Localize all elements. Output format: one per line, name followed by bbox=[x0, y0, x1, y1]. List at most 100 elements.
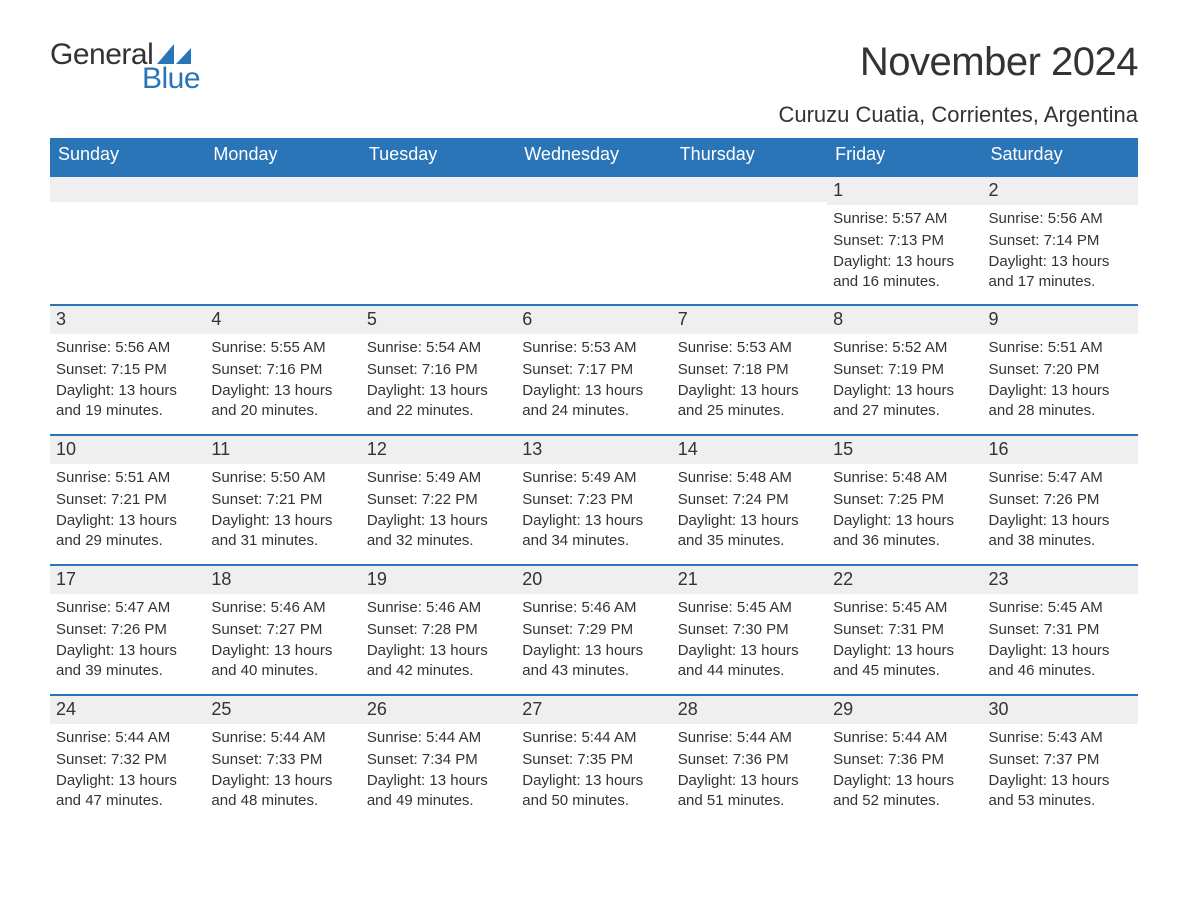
calendar-cell: 5Sunrise: 5:54 AMSunset: 7:16 PMDaylight… bbox=[361, 304, 516, 434]
sunrise-line: Sunrise: 5:49 AM bbox=[522, 468, 665, 488]
sunset-line: Sunset: 7:27 PM bbox=[211, 620, 354, 640]
calendar-cell: 16Sunrise: 5:47 AMSunset: 7:26 PMDayligh… bbox=[983, 434, 1138, 564]
day-details: Sunrise: 5:44 AMSunset: 7:36 PMDaylight:… bbox=[827, 724, 982, 818]
sunrise-line: Sunrise: 5:45 AM bbox=[989, 598, 1132, 618]
sunset-line: Sunset: 7:20 PM bbox=[989, 360, 1132, 380]
sunrise-line: Sunrise: 5:55 AM bbox=[211, 338, 354, 358]
day-number: 10 bbox=[50, 434, 205, 464]
sunrise-line: Sunrise: 5:46 AM bbox=[522, 598, 665, 618]
day-number: 5 bbox=[361, 304, 516, 334]
calendar-cell: 10Sunrise: 5:51 AMSunset: 7:21 PMDayligh… bbox=[50, 434, 205, 564]
day-number: 23 bbox=[983, 564, 1138, 594]
sunset-line: Sunset: 7:21 PM bbox=[211, 490, 354, 510]
sunrise-line: Sunrise: 5:53 AM bbox=[522, 338, 665, 358]
calendar-cell: 28Sunrise: 5:44 AMSunset: 7:36 PMDayligh… bbox=[672, 694, 827, 824]
sunrise-line: Sunrise: 5:56 AM bbox=[56, 338, 199, 358]
calendar-cell: 22Sunrise: 5:45 AMSunset: 7:31 PMDayligh… bbox=[827, 564, 982, 694]
logo-text-general: General bbox=[50, 40, 153, 70]
day-number: 24 bbox=[50, 694, 205, 724]
daylight-line: Daylight: 13 hours and 40 minutes. bbox=[211, 641, 354, 682]
sunrise-line: Sunrise: 5:57 AM bbox=[833, 209, 976, 229]
day-details: Sunrise: 5:56 AMSunset: 7:14 PMDaylight:… bbox=[983, 205, 1138, 299]
calendar-cell: 27Sunrise: 5:44 AMSunset: 7:35 PMDayligh… bbox=[516, 694, 671, 824]
empty-day-header bbox=[672, 175, 827, 202]
day-details: Sunrise: 5:55 AMSunset: 7:16 PMDaylight:… bbox=[205, 334, 360, 428]
sunrise-line: Sunrise: 5:54 AM bbox=[367, 338, 510, 358]
sunset-line: Sunset: 7:23 PM bbox=[522, 490, 665, 510]
empty-day-header bbox=[50, 175, 205, 202]
day-number: 19 bbox=[361, 564, 516, 594]
sunset-line: Sunset: 7:31 PM bbox=[989, 620, 1132, 640]
daylight-line: Daylight: 13 hours and 49 minutes. bbox=[367, 771, 510, 812]
calendar-cell bbox=[50, 174, 205, 304]
day-number: 17 bbox=[50, 564, 205, 594]
month-title: November 2024 bbox=[860, 40, 1138, 85]
daylight-line: Daylight: 13 hours and 27 minutes. bbox=[833, 381, 976, 422]
calendar-cell: 13Sunrise: 5:49 AMSunset: 7:23 PMDayligh… bbox=[516, 434, 671, 564]
daylight-line: Daylight: 13 hours and 19 minutes. bbox=[56, 381, 199, 422]
day-number: 1 bbox=[827, 175, 982, 205]
day-details: Sunrise: 5:51 AMSunset: 7:21 PMDaylight:… bbox=[50, 464, 205, 558]
sunset-line: Sunset: 7:36 PM bbox=[833, 750, 976, 770]
calendar-week-row: 1Sunrise: 5:57 AMSunset: 7:13 PMDaylight… bbox=[50, 174, 1138, 304]
daylight-line: Daylight: 13 hours and 16 minutes. bbox=[833, 252, 976, 293]
daylight-line: Daylight: 13 hours and 32 minutes. bbox=[367, 511, 510, 552]
daylight-line: Daylight: 13 hours and 36 minutes. bbox=[833, 511, 976, 552]
sunrise-line: Sunrise: 5:48 AM bbox=[678, 468, 821, 488]
sunrise-line: Sunrise: 5:45 AM bbox=[678, 598, 821, 618]
calendar-cell: 9Sunrise: 5:51 AMSunset: 7:20 PMDaylight… bbox=[983, 304, 1138, 434]
day-details: Sunrise: 5:45 AMSunset: 7:30 PMDaylight:… bbox=[672, 594, 827, 688]
day-details: Sunrise: 5:44 AMSunset: 7:33 PMDaylight:… bbox=[205, 724, 360, 818]
sunset-line: Sunset: 7:24 PM bbox=[678, 490, 821, 510]
sunrise-line: Sunrise: 5:51 AM bbox=[56, 468, 199, 488]
weekday-header-row: Sunday Monday Tuesday Wednesday Thursday… bbox=[50, 138, 1138, 174]
sunset-line: Sunset: 7:16 PM bbox=[367, 360, 510, 380]
calendar-cell: 21Sunrise: 5:45 AMSunset: 7:30 PMDayligh… bbox=[672, 564, 827, 694]
day-details: Sunrise: 5:45 AMSunset: 7:31 PMDaylight:… bbox=[827, 594, 982, 688]
calendar-cell: 8Sunrise: 5:52 AMSunset: 7:19 PMDaylight… bbox=[827, 304, 982, 434]
daylight-line: Daylight: 13 hours and 51 minutes. bbox=[678, 771, 821, 812]
calendar-cell: 2Sunrise: 5:56 AMSunset: 7:14 PMDaylight… bbox=[983, 174, 1138, 304]
sunset-line: Sunset: 7:25 PM bbox=[833, 490, 976, 510]
empty-day-header bbox=[516, 175, 671, 202]
calendar-cell: 17Sunrise: 5:47 AMSunset: 7:26 PMDayligh… bbox=[50, 564, 205, 694]
calendar-table: Sunday Monday Tuesday Wednesday Thursday… bbox=[50, 138, 1138, 824]
sunrise-line: Sunrise: 5:44 AM bbox=[367, 728, 510, 748]
day-details: Sunrise: 5:48 AMSunset: 7:25 PMDaylight:… bbox=[827, 464, 982, 558]
sunrise-line: Sunrise: 5:48 AM bbox=[833, 468, 976, 488]
day-details: Sunrise: 5:49 AMSunset: 7:22 PMDaylight:… bbox=[361, 464, 516, 558]
day-number: 29 bbox=[827, 694, 982, 724]
weekday-header: Sunday bbox=[50, 138, 205, 174]
calendar-cell: 1Sunrise: 5:57 AMSunset: 7:13 PMDaylight… bbox=[827, 174, 982, 304]
sunrise-line: Sunrise: 5:52 AM bbox=[833, 338, 976, 358]
calendar-cell: 4Sunrise: 5:55 AMSunset: 7:16 PMDaylight… bbox=[205, 304, 360, 434]
day-details: Sunrise: 5:46 AMSunset: 7:29 PMDaylight:… bbox=[516, 594, 671, 688]
day-details: Sunrise: 5:44 AMSunset: 7:32 PMDaylight:… bbox=[50, 724, 205, 818]
sunrise-line: Sunrise: 5:51 AM bbox=[989, 338, 1132, 358]
sunset-line: Sunset: 7:26 PM bbox=[989, 490, 1132, 510]
empty-day-header bbox=[361, 175, 516, 202]
day-number: 12 bbox=[361, 434, 516, 464]
calendar-cell: 25Sunrise: 5:44 AMSunset: 7:33 PMDayligh… bbox=[205, 694, 360, 824]
weekday-header: Wednesday bbox=[516, 138, 671, 174]
day-details: Sunrise: 5:53 AMSunset: 7:17 PMDaylight:… bbox=[516, 334, 671, 428]
sunrise-line: Sunrise: 5:47 AM bbox=[56, 598, 199, 618]
day-number: 11 bbox=[205, 434, 360, 464]
day-number: 7 bbox=[672, 304, 827, 334]
calendar-cell: 29Sunrise: 5:44 AMSunset: 7:36 PMDayligh… bbox=[827, 694, 982, 824]
sunset-line: Sunset: 7:31 PM bbox=[833, 620, 976, 640]
sunset-line: Sunset: 7:22 PM bbox=[367, 490, 510, 510]
sunrise-line: Sunrise: 5:46 AM bbox=[367, 598, 510, 618]
calendar-cell: 20Sunrise: 5:46 AMSunset: 7:29 PMDayligh… bbox=[516, 564, 671, 694]
daylight-line: Daylight: 13 hours and 50 minutes. bbox=[522, 771, 665, 812]
location-subtitle: Curuzu Cuatia, Corrientes, Argentina bbox=[50, 102, 1138, 128]
calendar-cell bbox=[516, 174, 671, 304]
daylight-line: Daylight: 13 hours and 29 minutes. bbox=[56, 511, 199, 552]
daylight-line: Daylight: 13 hours and 20 minutes. bbox=[211, 381, 354, 422]
sunset-line: Sunset: 7:34 PM bbox=[367, 750, 510, 770]
calendar-cell: 24Sunrise: 5:44 AMSunset: 7:32 PMDayligh… bbox=[50, 694, 205, 824]
sunset-line: Sunset: 7:21 PM bbox=[56, 490, 199, 510]
sunrise-line: Sunrise: 5:44 AM bbox=[522, 728, 665, 748]
daylight-line: Daylight: 13 hours and 17 minutes. bbox=[989, 252, 1132, 293]
daylight-line: Daylight: 13 hours and 47 minutes. bbox=[56, 771, 199, 812]
